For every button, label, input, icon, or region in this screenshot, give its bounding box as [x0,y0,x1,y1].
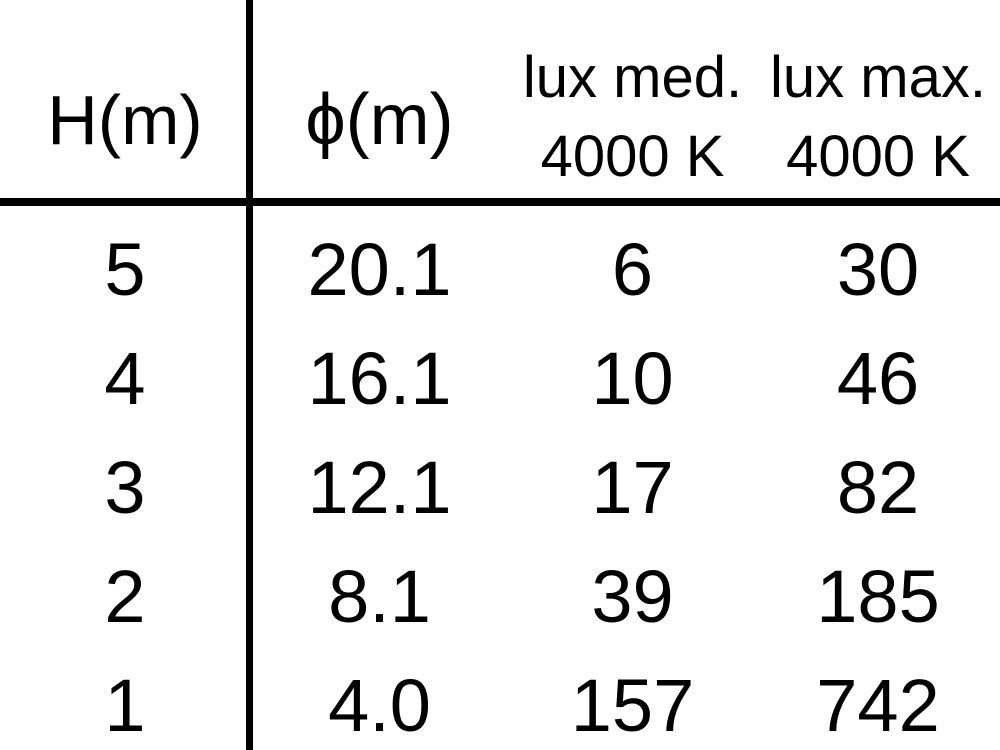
table-cell: 12.1 [307,446,452,529]
table-cell: 2 [104,555,146,638]
table-cell: 185 [816,555,940,638]
table-cell: 20.1 [307,228,452,311]
column-header-lux-med: lux med. 4000 K [509,0,756,198]
column-header-lux-max: lux max. 4000 K [756,0,1000,198]
table-cell: 46 [836,337,920,420]
table-cell: 6 [611,228,654,311]
column-header-lux-med-subtitle: 4000 K [540,124,725,189]
table-cell: 1 [104,664,146,747]
table-cell: 157 [570,664,695,747]
table-cell: 17 [591,446,674,529]
table-cell: 16.1 [307,337,452,420]
column-header-diameter: ϕ(m) [250,0,509,198]
column-header-lux-max-subtitle: 4000 K [786,124,970,189]
column-header-diameter-label: ϕ(m) [305,80,454,160]
table-cell: 5 [104,228,146,311]
table-cell: 4 [104,337,146,420]
column-header-height: H(m) [0,0,250,198]
table-cell: 30 [836,228,920,311]
column-header-lux-med-label: lux med. [522,45,743,110]
table-cell: 8.1 [328,555,431,638]
column-header-height-label: H(m) [47,81,203,159]
header-divider-line [0,198,1000,206]
table-header-row: H(m) ϕ(m) lux med. 4000 K lux max. 4000 … [0,0,1000,198]
table-cell: 4.0 [328,664,431,747]
table-cell: 82 [836,446,920,529]
table-cell: 10 [591,337,674,420]
column-divider-line [246,0,253,750]
table-cell: 39 [591,555,674,638]
table-cell: 742 [816,664,940,747]
table-cell: 3 [104,446,146,529]
table-body: 5 20.1 6 30 4 16.1 10 46 3 12.1 17 82 2 … [0,215,1000,750]
column-header-lux-max-label: lux max. [770,45,986,110]
